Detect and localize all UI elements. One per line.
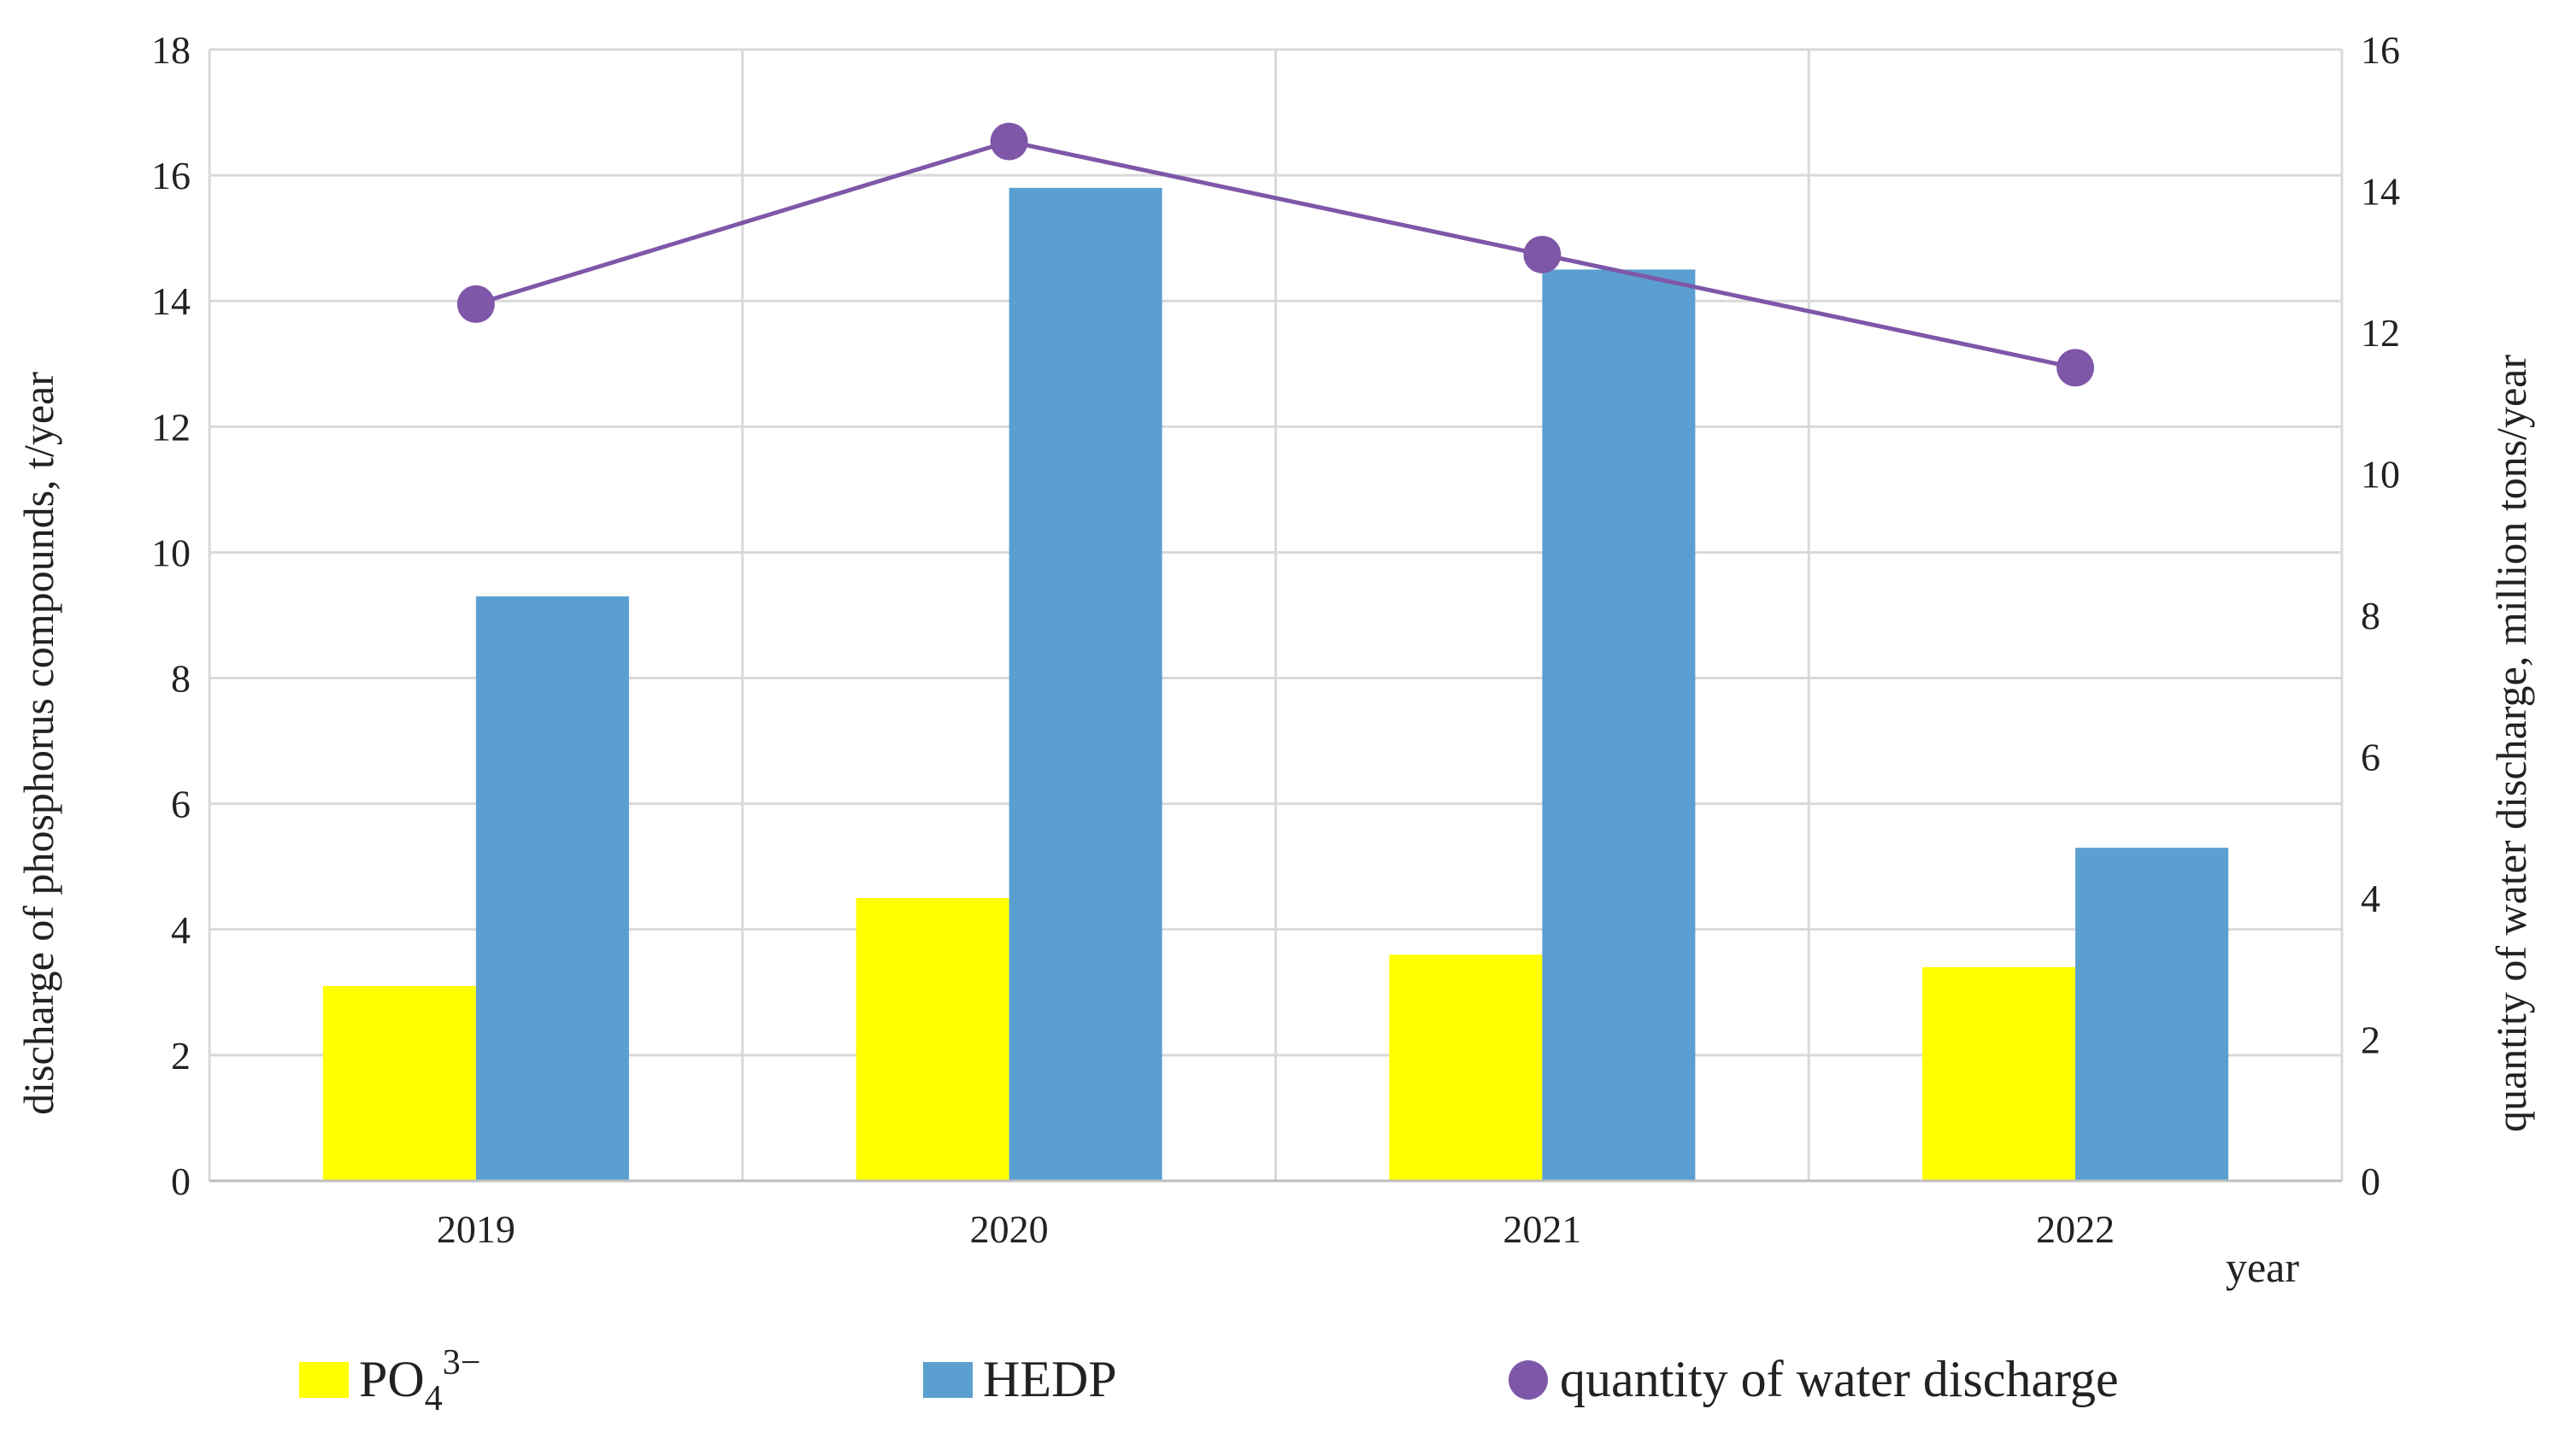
legend-label-hedp: HEDP [983,1351,1117,1407]
y-tick-label: 8 [171,657,191,701]
water-discharge-point [456,285,495,323]
bar-hedp [2075,848,2229,1181]
bar-hedp [475,596,629,1181]
y2-tick-label: 10 [2361,453,2400,496]
grid [208,48,2344,1183]
y-axis-title: discharge of phosphorus compounds, t/yea… [15,372,62,1115]
legend-marker-water [1509,1359,1548,1400]
bar-po4 [1922,966,2076,1181]
x-tick-label: 2020 [970,1207,1049,1251]
water-discharge-point [990,122,1028,161]
legend-item-po4: PO43− [299,1343,481,1418]
bar-po4 [322,985,476,1181]
y2-axis-title: quantity of water discharge, million ton… [2487,355,2535,1132]
y2-tick-label: 14 [2361,170,2400,214]
y-tick-label: 14 [151,279,191,323]
x-axis-title: year [2226,1243,2299,1291]
water-discharge-polyline [475,138,2076,370]
y2-tick-label: 12 [2361,311,2400,355]
bar-po4 [1389,954,1543,1181]
x-tick-label: 2021 [1503,1207,1581,1251]
y-tick-label: 2 [171,1034,191,1077]
water-discharge-point [2056,349,2095,387]
legend-swatch-po4 [299,1361,349,1398]
bar-po4 [856,898,1009,1181]
y2-tick-label: 16 [2361,28,2400,72]
x-tick-label: 2022 [2036,1207,2115,1251]
y2-tick-label: 2 [2361,1019,2380,1062]
chart: 0 2 4 6 8 10 12 14 16 18 0 2 4 6 8 10 12 14 16 2019 2020 2021… [15,28,2535,1291]
legend-item-water: quantity of water discharge [1509,1350,2119,1409]
water-discharge-line [456,122,2095,387]
y-tick-label: 16 [151,154,191,197]
legend-item-hedp: HEDP [923,1350,1117,1409]
y-tick-label: 6 [171,783,191,826]
y-tick-label: 4 [171,908,191,952]
bar-hedp [1542,269,1696,1181]
legend-swatch-hedp [923,1361,973,1398]
legend-label-po4: PO43− [359,1343,481,1418]
bar-hedp [1009,187,1162,1181]
legend: PO43− HEDP quantity of water discharge [0,1343,2565,1435]
legend-label-water: quantity of water discharge [1560,1351,2119,1407]
bars [322,187,2229,1181]
y2-tick-label: 4 [2361,877,2380,920]
y-tick-label: 10 [151,531,191,574]
x-tick-label: 2019 [437,1207,515,1251]
y-tick-label: 18 [151,28,191,72]
water-discharge-point [1523,235,1562,273]
y-tick-label: 0 [171,1160,191,1203]
y-tick-label: 12 [151,405,191,449]
y2-tick-label: 0 [2361,1160,2380,1203]
y2-tick-label: 6 [2361,736,2380,779]
axes: 0 2 4 6 8 10 12 14 16 18 0 2 4 6 8 10 12 14 16 2019 2020 2021… [151,28,2400,1251]
y2-tick-label: 8 [2361,594,2380,637]
